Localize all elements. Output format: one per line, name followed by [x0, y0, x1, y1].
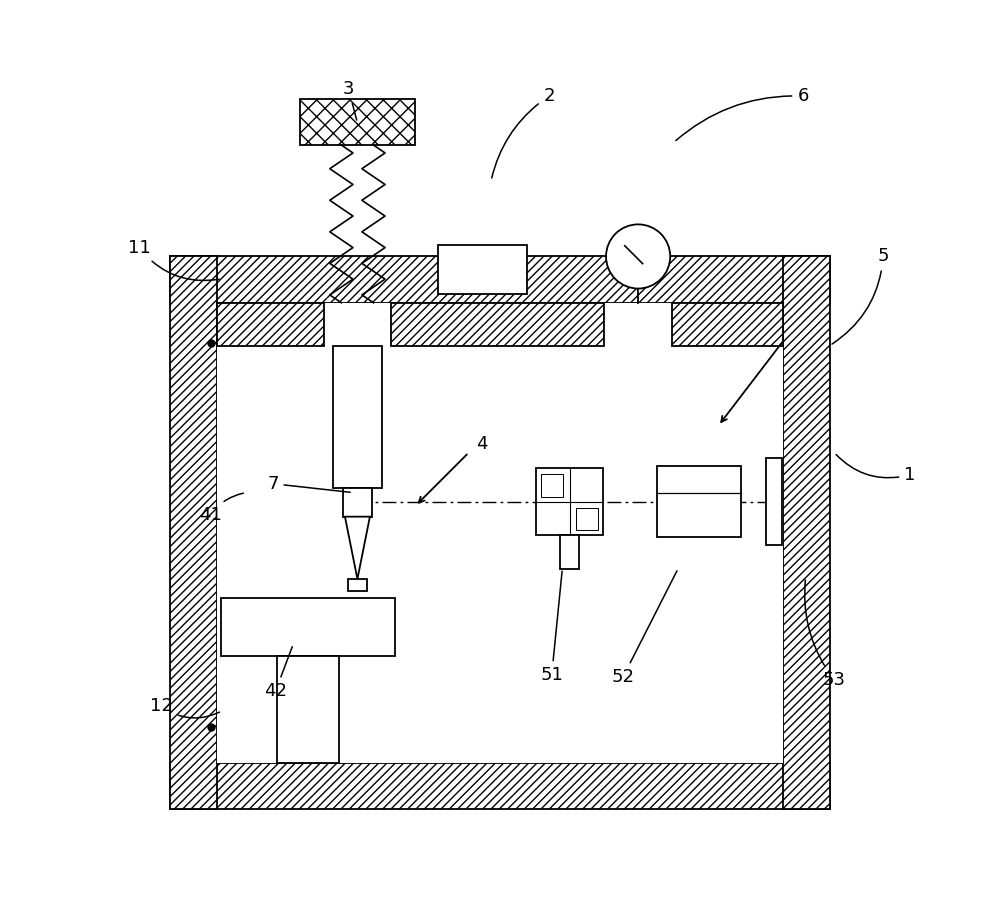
Text: 6: 6 — [676, 87, 809, 140]
Bar — [391, 303, 604, 346]
Bar — [277, 656, 339, 763]
Bar — [217, 303, 324, 346]
Text: 1: 1 — [836, 454, 916, 484]
Bar — [217, 303, 783, 763]
Bar — [221, 597, 395, 656]
Text: 12: 12 — [150, 698, 219, 718]
Bar — [170, 763, 830, 809]
Bar — [672, 303, 783, 346]
Text: 11: 11 — [128, 239, 219, 281]
Bar — [170, 256, 217, 809]
Bar — [657, 466, 741, 538]
Bar — [333, 346, 382, 488]
Bar — [300, 99, 415, 145]
Bar — [536, 468, 603, 535]
Text: 53: 53 — [805, 580, 846, 689]
Text: 7: 7 — [267, 475, 350, 492]
Bar — [541, 474, 563, 497]
Bar — [560, 535, 579, 568]
Text: 42: 42 — [264, 647, 292, 700]
Bar — [438, 245, 527, 294]
Bar — [766, 458, 782, 545]
Circle shape — [606, 224, 670, 289]
Text: 3: 3 — [343, 80, 357, 120]
Bar — [343, 488, 372, 517]
Bar — [348, 579, 367, 591]
Bar — [783, 256, 830, 809]
Text: 51: 51 — [540, 571, 563, 684]
Bar — [170, 256, 830, 303]
Bar — [576, 508, 598, 530]
Text: 4: 4 — [476, 434, 488, 452]
Text: 2: 2 — [492, 87, 555, 178]
Text: 41: 41 — [199, 493, 243, 524]
Text: 52: 52 — [611, 571, 677, 686]
Polygon shape — [345, 517, 370, 579]
Text: 5: 5 — [832, 247, 889, 344]
